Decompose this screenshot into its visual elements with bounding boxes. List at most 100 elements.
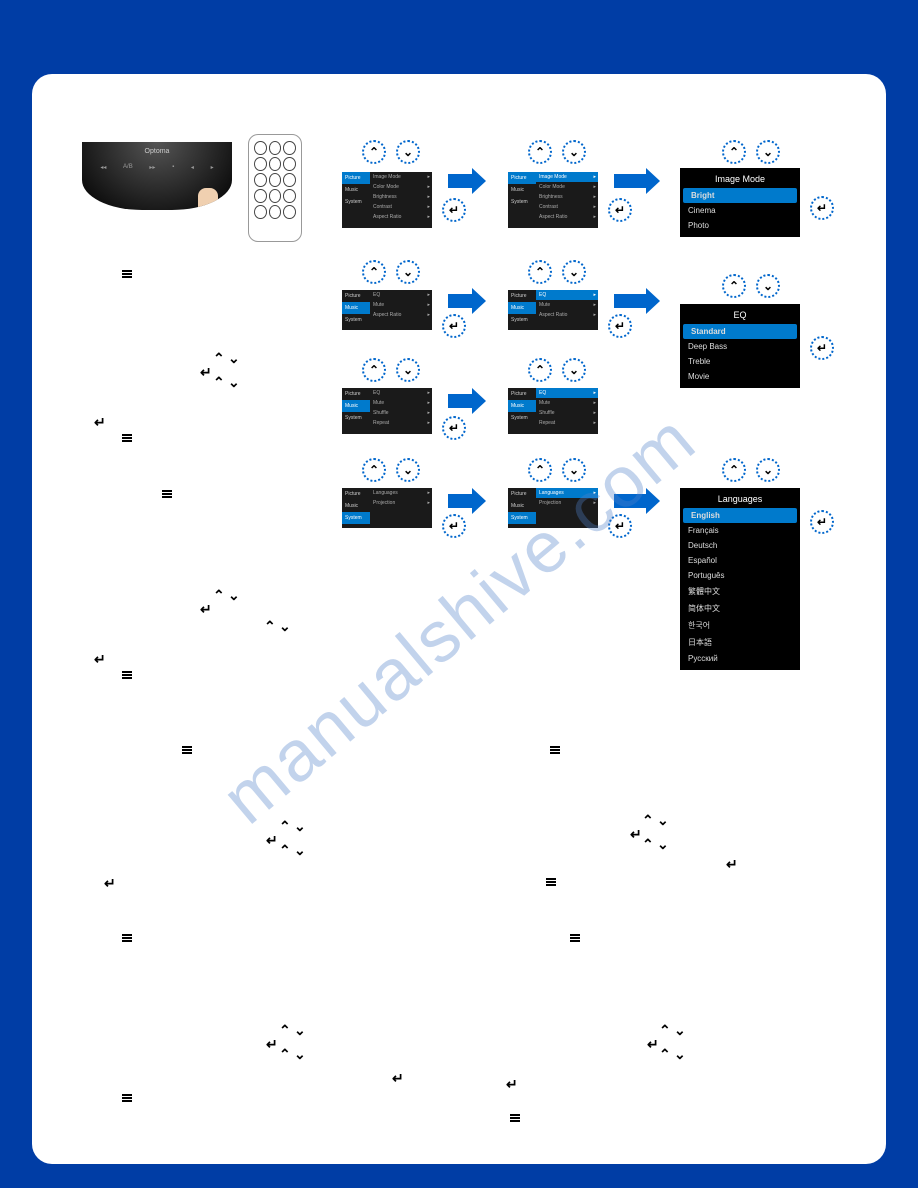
- device-illustration: Optoma ◂◂A/B▸▸▪◂▸: [82, 142, 232, 210]
- opt-english: English: [683, 508, 797, 523]
- nav-icons-r2-3: ⌃⌄: [722, 274, 780, 298]
- enter-icon-r1-3: ↵: [810, 196, 834, 220]
- opt-korean: 한국어: [680, 617, 800, 634]
- up-icon: ⌃: [659, 1048, 671, 1060]
- opt-treble: Treble: [680, 354, 800, 369]
- opt-french: Français: [680, 523, 800, 538]
- menu-system-1: PictureMusicSystem LanguagesProjection: [342, 488, 432, 528]
- image-mode-panel: Image Mode Bright Cinema Photo: [680, 168, 800, 237]
- nav-icons-r3-1: ⌃⌄: [362, 358, 420, 382]
- device-brand: Optoma: [145, 148, 170, 155]
- up-icon: ⌃: [279, 1048, 291, 1060]
- opt-german: Deutsch: [680, 538, 800, 553]
- languages-panel: Languages English Français Deutsch Españ…: [680, 488, 800, 670]
- menu-music-1: PictureMusicSystem EQMuteAspect Ratio: [342, 290, 432, 330]
- lang-title: Languages: [680, 488, 800, 508]
- enter-icon-r2-2: ↵: [608, 314, 632, 338]
- opt-bright: Bright: [683, 188, 797, 203]
- up-icon: ⌃: [642, 814, 654, 826]
- up-icon: ⌃: [279, 844, 291, 856]
- nav-icons-r2-2: ⌃⌄: [528, 260, 586, 284]
- nav-icons-r1-3: ⌃⌄: [722, 140, 780, 164]
- eq-panel: EQ Standard Deep Bass Treble Movie: [680, 304, 800, 388]
- down-icon: ⌄: [294, 820, 306, 832]
- arrow-icon: [614, 494, 646, 508]
- nav-icons-r4-1: ⌃⌄: [362, 458, 420, 482]
- opt-photo: Photo: [680, 218, 800, 233]
- enter-icon: ↵: [104, 877, 116, 889]
- menu-icon: [122, 434, 132, 442]
- enter-icon: ↵: [506, 1078, 518, 1090]
- arrow-icon: [614, 174, 646, 188]
- menu-music-4: PictureMusicSystem EQMuteShuffleRepeat: [508, 388, 598, 434]
- opt-zhtw: 繁體中文: [680, 583, 800, 600]
- enter-icon-r2-1: ↵: [442, 314, 466, 338]
- enter-icon: ↵: [266, 1038, 278, 1050]
- enter-icon: ↵: [200, 603, 212, 615]
- image-mode-title: Image Mode: [680, 168, 800, 188]
- enter-icon: ↵: [94, 653, 106, 665]
- enter-icon-r4-3: ↵: [810, 510, 834, 534]
- arrow-icon: [614, 294, 646, 308]
- up-icon: ⌃: [213, 352, 225, 364]
- opt-deepbass: Deep Bass: [680, 339, 800, 354]
- enter-icon: ↵: [392, 1072, 404, 1084]
- arrow-icon: [448, 174, 472, 188]
- remote-illustration: [248, 134, 302, 242]
- up-icon: ⌃: [642, 838, 654, 850]
- down-icon: ⌄: [228, 376, 240, 388]
- up-icon: ⌃: [279, 1024, 291, 1036]
- menu-icon: [182, 746, 192, 754]
- arrow-icon: [448, 294, 472, 308]
- menu-music-2: PictureMusicSystem EQMuteAspect Ratio: [508, 290, 598, 330]
- opt-movie: Movie: [680, 369, 800, 384]
- menu-picture-2: PictureMusicSystem Image ModeColor ModeB…: [508, 172, 598, 228]
- opt-portuguese: Português: [680, 568, 800, 583]
- enter-icon: ↵: [630, 828, 642, 840]
- menu-system-2: PictureMusicSystem LanguagesProjection: [508, 488, 598, 528]
- down-icon: ⌄: [396, 140, 420, 164]
- down-icon: ⌄: [674, 1048, 686, 1060]
- menu-icon: [546, 878, 556, 886]
- down-icon: ⌄: [294, 1048, 306, 1060]
- enter-icon: ↵: [726, 858, 738, 870]
- eq-title: EQ: [680, 304, 800, 324]
- menu-icon: [122, 934, 132, 942]
- menu-icon: [122, 270, 132, 278]
- enter-icon-r3-1: ↵: [442, 416, 466, 440]
- nav-icons-r4-2: ⌃⌄: [528, 458, 586, 482]
- up-icon: ⌃: [213, 376, 225, 388]
- finger-icon: [198, 188, 218, 210]
- up-icon: ⌃: [213, 589, 225, 601]
- nav-icons-r1-2: ⌃⌄: [528, 140, 586, 164]
- nav-icons-r4-3: ⌃⌄: [722, 458, 780, 482]
- manual-page: Optoma ◂◂A/B▸▸▪◂▸ ⌃ ⌄ PictureMusicSystem…: [32, 74, 886, 1164]
- nav-icons-r2-1: ⌃⌄: [362, 260, 420, 284]
- down-icon: ⌄: [657, 814, 669, 826]
- menu-icon: [570, 934, 580, 942]
- down-icon: ⌄: [294, 1024, 306, 1036]
- down-icon: ⌄: [228, 589, 240, 601]
- down-icon: ⌄: [674, 1024, 686, 1036]
- opt-cinema: Cinema: [680, 203, 800, 218]
- enter-icon: ↵: [266, 834, 278, 846]
- enter-icon-r1-2: ↵: [608, 198, 632, 222]
- down-icon: ⌄: [228, 352, 240, 364]
- enter-icon-r1-1: ↵: [442, 198, 466, 222]
- enter-icon: ↵: [94, 416, 106, 428]
- nav-icons-r3-2: ⌃⌄: [528, 358, 586, 382]
- enter-icon-r2-3: ↵: [810, 336, 834, 360]
- enter-icon: ↵: [200, 366, 212, 378]
- menu-icon: [122, 671, 132, 679]
- down-icon: ⌄: [657, 838, 669, 850]
- menu-picture-1: PictureMusicSystem Image ModeColor ModeB…: [342, 172, 432, 228]
- up-icon: ⌃: [264, 620, 276, 632]
- down-icon: ⌄: [294, 844, 306, 856]
- menu-icon: [122, 1094, 132, 1102]
- opt-zhcn: 简体中文: [680, 600, 800, 617]
- menu-icon: [510, 1114, 520, 1122]
- nav-icons-r1-1: ⌃ ⌄: [362, 140, 420, 164]
- enter-icon: ↵: [647, 1038, 659, 1050]
- arrow-icon: [448, 394, 472, 408]
- down-icon: ⌄: [279, 620, 291, 632]
